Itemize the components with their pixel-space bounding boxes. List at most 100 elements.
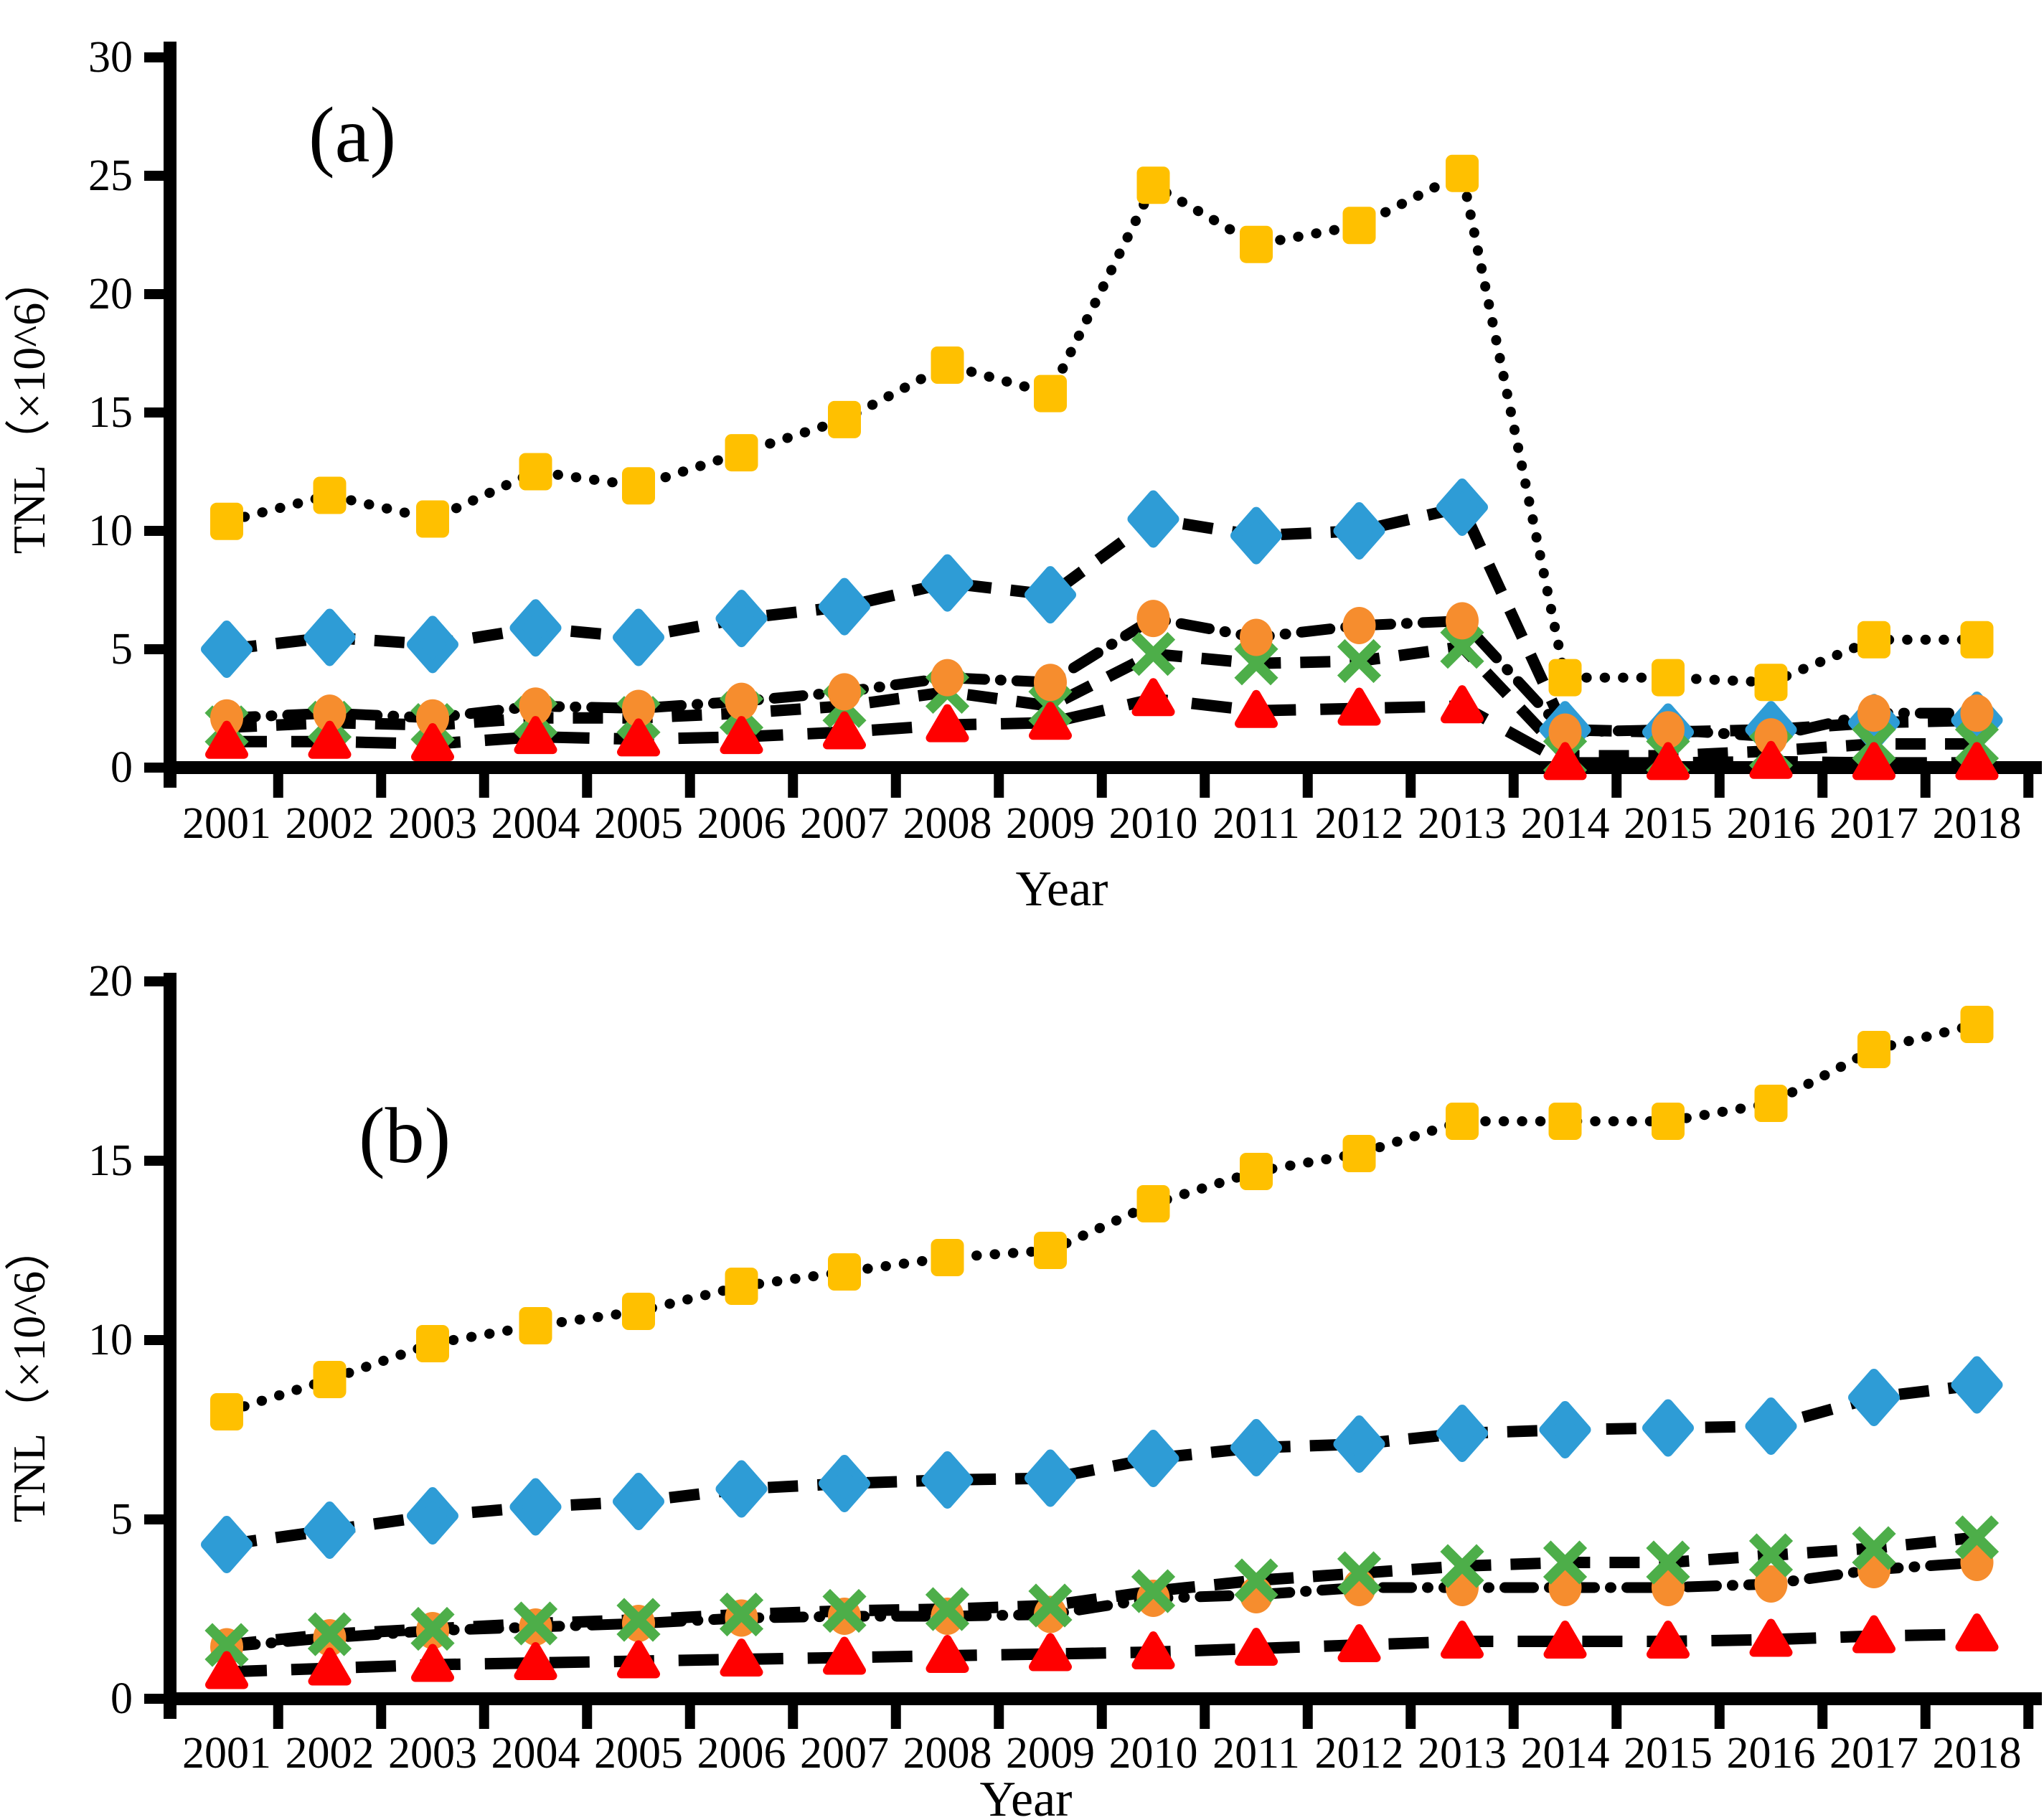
y-axis-title: TNL（×10^6） (4, 257, 55, 555)
red-triangle-series-marker (308, 720, 352, 759)
yellow-square-series-marker (1446, 154, 1479, 192)
x-tick-label-year: 2005 (594, 1729, 683, 1778)
x-tick-label-year: 2012 (1315, 1729, 1404, 1778)
green-x-series-marker (513, 1601, 558, 1646)
x-tick-label-year: 2003 (388, 1729, 477, 1778)
orange-circle-series-marker (622, 689, 655, 727)
yellow-square-series-marker (1754, 664, 1788, 702)
yellow-square-series-marker (1240, 1153, 1273, 1190)
yellow-square-series-marker (416, 1325, 449, 1362)
orange-circle-series-marker (1136, 600, 1170, 638)
yellow-square-series-marker (1136, 166, 1170, 204)
orange-circle-series-marker (1342, 607, 1376, 644)
green-x-series-marker (1954, 1515, 2000, 1560)
yellow-square-series-marker (622, 467, 655, 505)
red-triangle-series-marker (1647, 1621, 1690, 1659)
blue-diamond-series-marker (1539, 1401, 1591, 1458)
green-x-series-marker (1337, 638, 1382, 684)
blue-diamond-series-marker (509, 599, 562, 657)
x-tick-label-year: 2009 (1006, 1729, 1095, 1778)
red-triangle-series-marker (720, 716, 763, 755)
red-triangle-series-line (227, 693, 1977, 769)
blue-diamond-series-marker (819, 1455, 870, 1512)
blue-diamond-series-line (225, 1379, 1978, 1550)
red-triangle-series-marker (1749, 1618, 1793, 1657)
yellow-square-series-marker (519, 453, 552, 491)
red-triangle-series-marker (617, 1640, 660, 1679)
yellow-square-series-marker (1960, 621, 1994, 659)
orange-circle-series-marker (1034, 664, 1067, 702)
yellow-square-series-marker (1857, 621, 1890, 659)
yellow-square-series-marker (725, 434, 758, 472)
yellow-square-series-marker (313, 1361, 347, 1398)
x-axis-title: Year (1016, 862, 1108, 917)
red-triangle-series-marker (1955, 742, 1999, 781)
green-x-series-marker (1337, 1551, 1382, 1595)
blue-diamond-series-marker (921, 1451, 974, 1509)
red-triangle-series-marker (1543, 1621, 1587, 1659)
orange-circle-series-marker (1548, 713, 1582, 751)
x-tick-label-year: 2003 (388, 799, 477, 848)
red-triangle-series-marker (1543, 742, 1587, 781)
blue-diamond-series-marker (1230, 506, 1282, 565)
red-triangle-series-marker (1029, 702, 1072, 740)
orange-circle-series-marker (313, 694, 347, 732)
green-x-series-marker (1234, 1558, 1278, 1603)
yellow-square-series-marker (1548, 659, 1582, 697)
yellow-square-series-marker (1446, 1103, 1479, 1140)
panel-letter-label: (b) (359, 1092, 451, 1179)
orange-circle-series-marker (1652, 711, 1685, 749)
x-tick-label-year: 2016 (1727, 799, 1816, 848)
blue-diamond-series-marker (1333, 502, 1385, 560)
red-triangle-series-marker (617, 718, 660, 757)
red-triangle-series-marker (1337, 1624, 1381, 1662)
orange-circle-series-marker (1240, 618, 1273, 656)
blue-diamond-series-marker (303, 608, 356, 666)
x-tick-label-year: 2010 (1109, 799, 1198, 848)
y-axis-title: TNL（×10^6） (4, 1225, 55, 1523)
orange-circle-series-marker (1446, 602, 1479, 640)
x-tick-label-year: 2015 (1624, 1729, 1713, 1778)
x-tick-label-year: 2009 (1006, 799, 1095, 848)
yellow-square-series-marker (1652, 1103, 1685, 1140)
blue-diamond-series-marker (1127, 490, 1179, 548)
yellow-square-series-marker (1034, 1232, 1067, 1269)
red-triangle-series-marker (514, 716, 557, 755)
red-triangle-series-marker (1235, 1628, 1278, 1666)
red-triangle-series-marker (1441, 1621, 1484, 1659)
yellow-square-series-marker (519, 1307, 552, 1344)
green-x-series-marker (1131, 631, 1176, 676)
red-triangle-series-marker (205, 720, 248, 759)
yellow-square-series-line (222, 1019, 1982, 1417)
y-tick-label: 5 (110, 1495, 133, 1544)
orange-circle-series-marker (828, 673, 861, 711)
green-x-series-marker (410, 1606, 455, 1651)
yellow-square-series-marker (1034, 374, 1067, 412)
blue-diamond-series-line (226, 501, 1977, 738)
yellow-square-series-marker (1136, 1185, 1170, 1222)
blue-diamond-series-marker (1436, 1405, 1488, 1462)
green-x-series-marker (1748, 1533, 1794, 1578)
yellow-square-series-marker (725, 1268, 758, 1305)
red-triangle-series-marker (1852, 742, 1895, 781)
x-tick-label-year: 2017 (1829, 799, 1918, 848)
green-x-series-marker (307, 1612, 352, 1656)
yellow-square-series-marker (1960, 1006, 1994, 1043)
red-triangle-series-marker (1131, 678, 1175, 717)
blue-diamond-series-marker (1436, 478, 1488, 536)
green-x-series-marker (204, 1623, 249, 1667)
blue-diamond-series-marker (1025, 566, 1076, 624)
yellow-square-series-marker (931, 346, 964, 384)
red-triangle-series-marker (823, 711, 866, 750)
red-triangle-series-marker (823, 1636, 866, 1675)
yellow-square-series-marker (1754, 1085, 1788, 1122)
orange-circle-series-marker (1754, 1565, 1788, 1603)
yellow-square-series-marker (1342, 1135, 1376, 1172)
blue-diamond-series-marker (1848, 1369, 1900, 1426)
y-tick-label: 5 (110, 625, 133, 674)
orange-circle-series-marker (416, 699, 449, 737)
green-x-series-marker (1646, 1540, 1690, 1585)
green-x-series-marker (1852, 1526, 1896, 1570)
x-tick-label-year: 2001 (182, 799, 271, 848)
orange-circle-series-marker (210, 699, 243, 737)
